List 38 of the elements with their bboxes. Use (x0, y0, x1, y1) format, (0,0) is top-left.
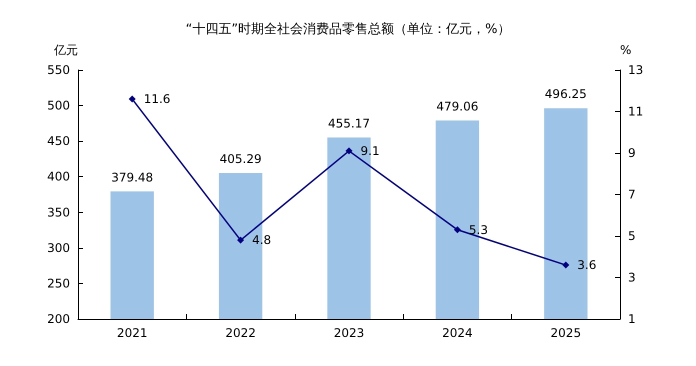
y-axis-title: 亿元 (53, 43, 78, 57)
data-label: 479.06 (436, 99, 478, 114)
y2-tick-label: 9 (628, 146, 636, 160)
point (562, 262, 570, 269)
point (454, 226, 461, 234)
y-tick-label: 350 (47, 205, 70, 220)
data-label: 455.17 (328, 116, 370, 130)
y2-axis-title: % (620, 43, 632, 57)
data-label: 496.25 (544, 87, 587, 102)
y-tick-label: 200 (47, 312, 70, 326)
y-tick-label: 300 (47, 240, 70, 255)
x-tick-label: 2025 (550, 326, 582, 340)
x-tick-label: 2023 (334, 326, 364, 340)
y-tick-label: 550 (47, 63, 70, 77)
point (237, 236, 244, 244)
x-tick-label: 2021 (116, 326, 148, 340)
x-tick-label: 2022 (225, 326, 256, 340)
y2-tick-label: 7 (628, 188, 636, 202)
y2-tick-label: 11 (628, 104, 644, 118)
y2-tick-label: 13 (628, 63, 644, 77)
data-label: 379.48 (111, 170, 154, 184)
y-tick-label: 250 (47, 276, 70, 290)
y2-tick-label: 3 (628, 270, 636, 284)
y-tick-label: 400 (47, 170, 70, 184)
data-label: 4.8 (252, 233, 272, 248)
data-label: 11.6 (144, 92, 170, 106)
data-label: 5.3 (468, 222, 488, 237)
chart-title: “十四五”时期全社会消费品零售总额（单位：亿元，%） (186, 22, 510, 37)
y-tick-label: 450 (47, 134, 70, 148)
x-tick-label: 2024 (442, 326, 473, 340)
y-tick-label: 500 (47, 98, 70, 113)
data-label: 9.1 (360, 144, 380, 158)
y2-tick-label: 1 (628, 312, 636, 326)
point (346, 147, 352, 154)
data-label: 3.6 (577, 258, 596, 272)
point (128, 96, 136, 103)
y2-tick-label: 5 (628, 229, 636, 243)
data-label: 405.29 (220, 152, 262, 166)
